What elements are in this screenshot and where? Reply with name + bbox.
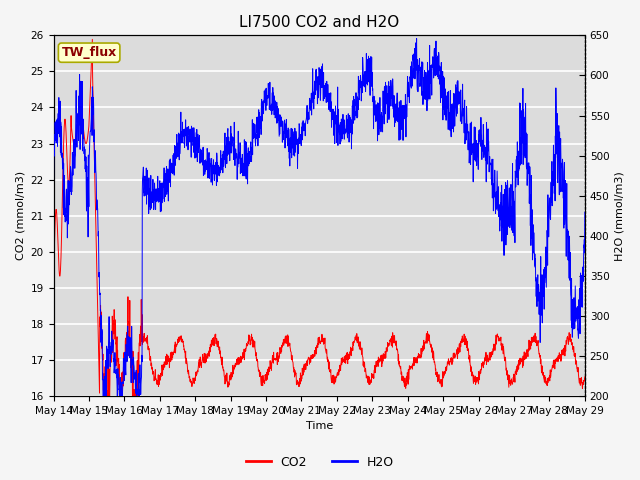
Legend: CO2, H2O: CO2, H2O: [241, 451, 399, 474]
X-axis label: Time: Time: [305, 421, 333, 432]
Y-axis label: H2O (mmol/m3): H2O (mmol/m3): [615, 171, 625, 261]
Text: TW_flux: TW_flux: [61, 46, 116, 59]
Y-axis label: CO2 (mmol/m3): CO2 (mmol/m3): [15, 171, 25, 260]
Title: LI7500 CO2 and H2O: LI7500 CO2 and H2O: [239, 15, 399, 30]
